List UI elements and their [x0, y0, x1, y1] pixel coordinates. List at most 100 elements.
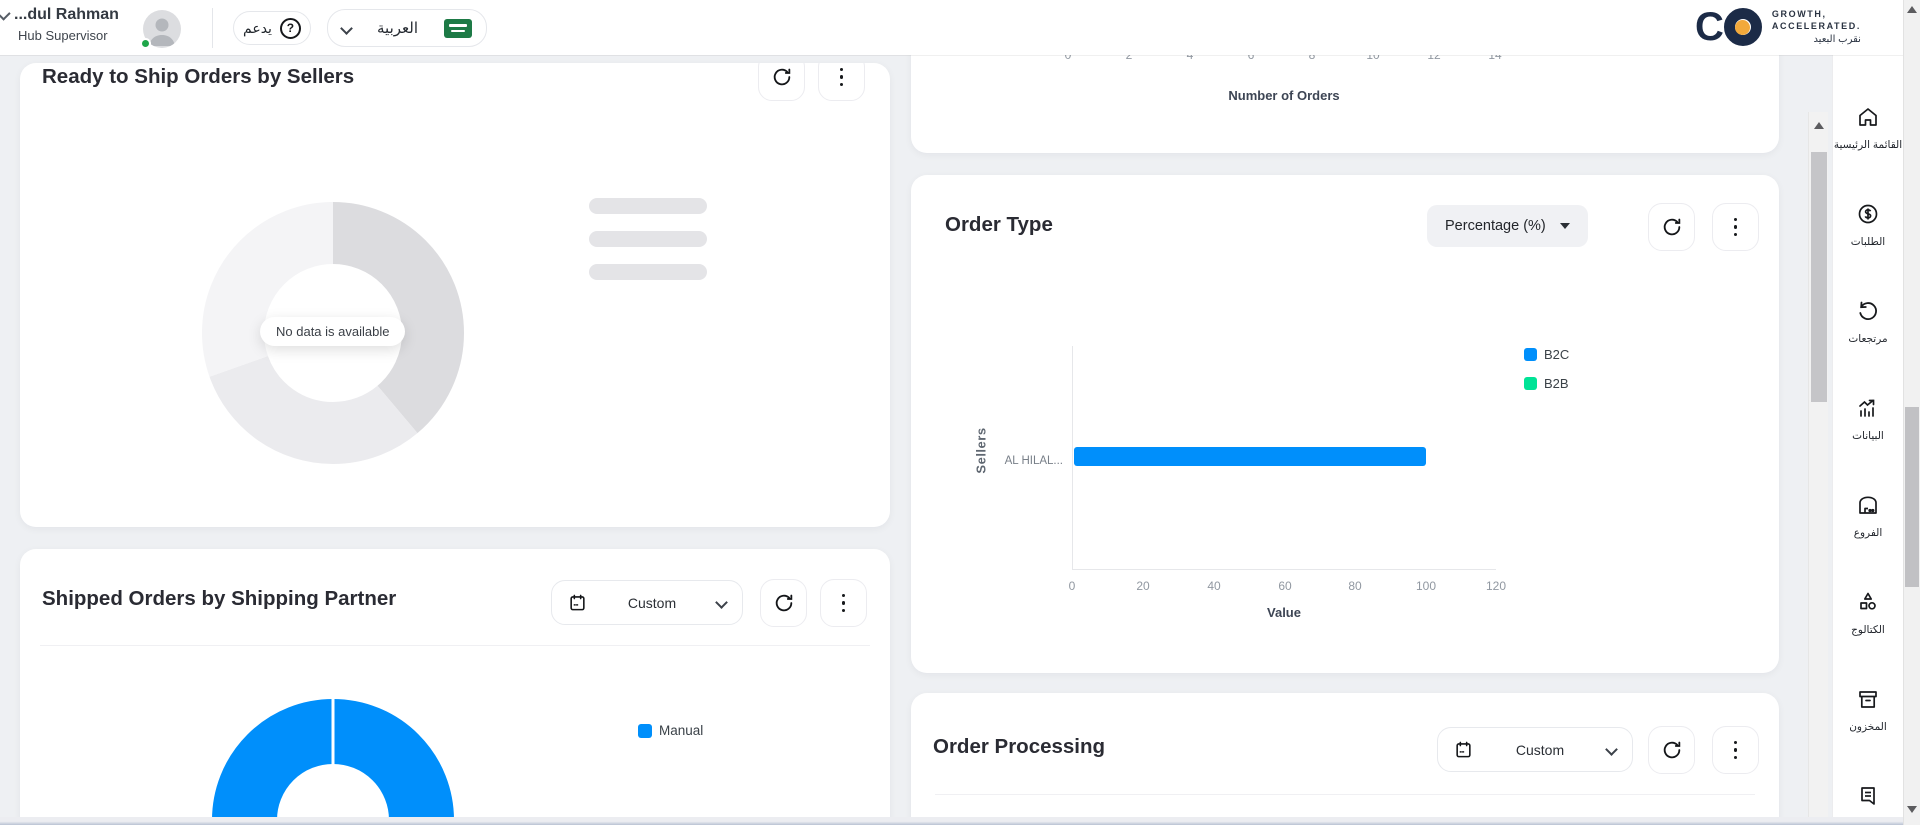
legend-item-b2b[interactable]: B2B: [1524, 376, 1569, 391]
returns-icon: [1859, 301, 1877, 320]
x-tick: 10: [1366, 55, 1380, 62]
scrollbar-thumb[interactable]: [1811, 152, 1827, 402]
no-data-message: No data is available: [260, 317, 406, 346]
user-name: ...dul Rahman: [14, 6, 119, 23]
x-tick: 40: [1207, 579, 1221, 593]
scroll-up-arrow[interactable]: [1907, 6, 1917, 13]
x-tick: 20: [1136, 579, 1150, 593]
donut-chart-manual[interactable]: [211, 698, 455, 825]
scrollbar-thumb[interactable]: [1905, 407, 1919, 587]
help-icon: ?: [279, 17, 301, 39]
refresh-button[interactable]: [1648, 203, 1695, 251]
sidebar-item-label: الكتالوج: [1851, 624, 1885, 636]
sidebar-item-label: الفروع: [1853, 527, 1883, 539]
calendar-icon: [570, 594, 585, 611]
x-tick: 0: [1068, 579, 1076, 593]
horizontal-scrollbar[interactable]: [0, 817, 1903, 825]
sidebar-item-label: القائمة الرئيسية: [1833, 139, 1903, 151]
x-tick: 60: [1278, 579, 1292, 593]
sidebar-item-label: الطلبات: [1850, 236, 1886, 248]
legend-swatch-blue: [638, 723, 652, 738]
x-tick: 6: [1247, 55, 1255, 62]
refresh-button[interactable]: [1648, 726, 1695, 774]
x-axis-title: Value: [1267, 605, 1301, 620]
chevron-down-icon: [340, 21, 353, 35]
x-tick: 12: [1427, 55, 1441, 62]
support-button[interactable]: يدعم ?: [233, 11, 311, 45]
logo-orange-dot: [1735, 19, 1751, 35]
scroll-up-arrow[interactable]: [1814, 122, 1824, 129]
kebab-icon: [1733, 217, 1738, 237]
unit-dropdown-value: Percentage (%): [1445, 218, 1546, 234]
kebab-icon: [839, 67, 844, 87]
x-tick: 2: [1125, 55, 1133, 62]
date-filter-value: Custom: [1515, 741, 1565, 758]
legend-item-manual[interactable]: Manual: [638, 723, 703, 738]
date-filter-value: Custom: [627, 594, 677, 611]
brand-logo: C GROWTH, ACCELERATED. نقرب البعيد: [1695, 5, 1861, 49]
saudi-flag-icon: [444, 18, 472, 38]
legend-skeleton: [589, 264, 707, 280]
invoices-icon: [1861, 787, 1875, 805]
x-tick: 0: [1064, 55, 1072, 62]
calendar-icon: [1456, 741, 1471, 758]
legend-skeleton: [589, 231, 707, 247]
legend-skeleton: [589, 198, 707, 214]
language-selector[interactable]: العربية: [327, 9, 487, 47]
sidebar-item-invoices[interactable]: [1833, 784, 1903, 818]
card-divider: [935, 794, 1755, 795]
sidebar-item-orders[interactable]: الطلبات: [1833, 202, 1903, 248]
card-title: Ready to Ship Orders by Sellers: [42, 65, 355, 88]
legend-item-b2c[interactable]: B2C: [1524, 347, 1569, 362]
logo-tagline-2: ACCELERATED.: [1771, 21, 1861, 31]
x-tick: 4: [1186, 55, 1194, 62]
date-filter-dropdown[interactable]: Custom: [551, 580, 743, 625]
card-shipped-orders: Shipped Orders by Shipping Partner Custo…: [20, 549, 890, 825]
refresh-button[interactable]: [758, 63, 805, 101]
content-scrollbar[interactable]: [1808, 112, 1828, 825]
x-tick: 14: [1488, 55, 1502, 62]
y-category-label: AL HILAL...: [1004, 455, 1063, 467]
x-axis-line: [1072, 569, 1496, 570]
dashboard-content: Ready to Ship Orders by Sellers No data …: [0, 55, 1832, 825]
support-label: يدعم: [243, 19, 272, 36]
chevron-down-icon: [715, 596, 728, 609]
legend-swatch-green: [1524, 377, 1537, 390]
kebab-menu-button[interactable]: [820, 579, 867, 627]
x-axis-title: Number of Orders: [1228, 88, 1340, 103]
branches-icon: [1859, 496, 1877, 514]
kebab-icon: [1733, 740, 1738, 760]
card-order-type: Order Type Percentage (%) B2C B2B Seller…: [911, 175, 1779, 673]
sidebar-item-catalog[interactable]: الكتالوج: [1833, 590, 1903, 636]
sidebar-item-branches[interactable]: الفروع: [1833, 493, 1903, 539]
inventory-icon: [1859, 691, 1877, 708]
header-divider: [212, 8, 213, 48]
card-orders-chart-partial: 0 2 4 6 8 10 12 14 Number of Orders: [911, 55, 1779, 153]
legend-label: B2B: [1544, 376, 1569, 391]
user-menu[interactable]: ...dul Rahman Hub Supervisor: [0, 6, 119, 43]
x-tick: 8: [1308, 55, 1316, 62]
kebab-menu-button[interactable]: [1712, 726, 1759, 774]
kebab-menu-button[interactable]: [1712, 203, 1759, 251]
refresh-button[interactable]: [760, 579, 807, 627]
legend-swatch-blue: [1524, 348, 1537, 361]
user-role: Hub Supervisor: [18, 28, 108, 43]
y-axis-title: Sellers: [973, 427, 989, 474]
kebab-menu-button[interactable]: [818, 63, 865, 101]
sidebar-item-returns[interactable]: مرتجعات: [1833, 299, 1903, 345]
card-ready-to-ship: Ready to Ship Orders by Sellers No data …: [20, 63, 890, 527]
sidebar-item-inventory[interactable]: المخزون: [1833, 687, 1903, 733]
unit-dropdown[interactable]: Percentage (%): [1427, 205, 1588, 247]
card-title: Order Type: [945, 213, 1053, 236]
caret-down-icon: [1559, 223, 1570, 229]
top-header: ...dul Rahman Hub Supervisor يدعم ? العر…: [0, 0, 1920, 55]
legend-label: B2C: [1544, 347, 1570, 362]
scroll-down-arrow[interactable]: [1907, 806, 1917, 813]
sidebar-item-home[interactable]: القائمة الرئيسية: [1833, 105, 1903, 151]
date-filter-dropdown[interactable]: Custom: [1437, 727, 1633, 772]
sidebar-item-analytics[interactable]: البيانات: [1833, 396, 1903, 442]
card-order-processing: Order Processing Custom: [911, 693, 1779, 825]
window-scrollbar[interactable]: [1903, 0, 1920, 825]
bar-b2c[interactable]: [1074, 447, 1426, 466]
x-tick: 120: [1485, 579, 1507, 593]
